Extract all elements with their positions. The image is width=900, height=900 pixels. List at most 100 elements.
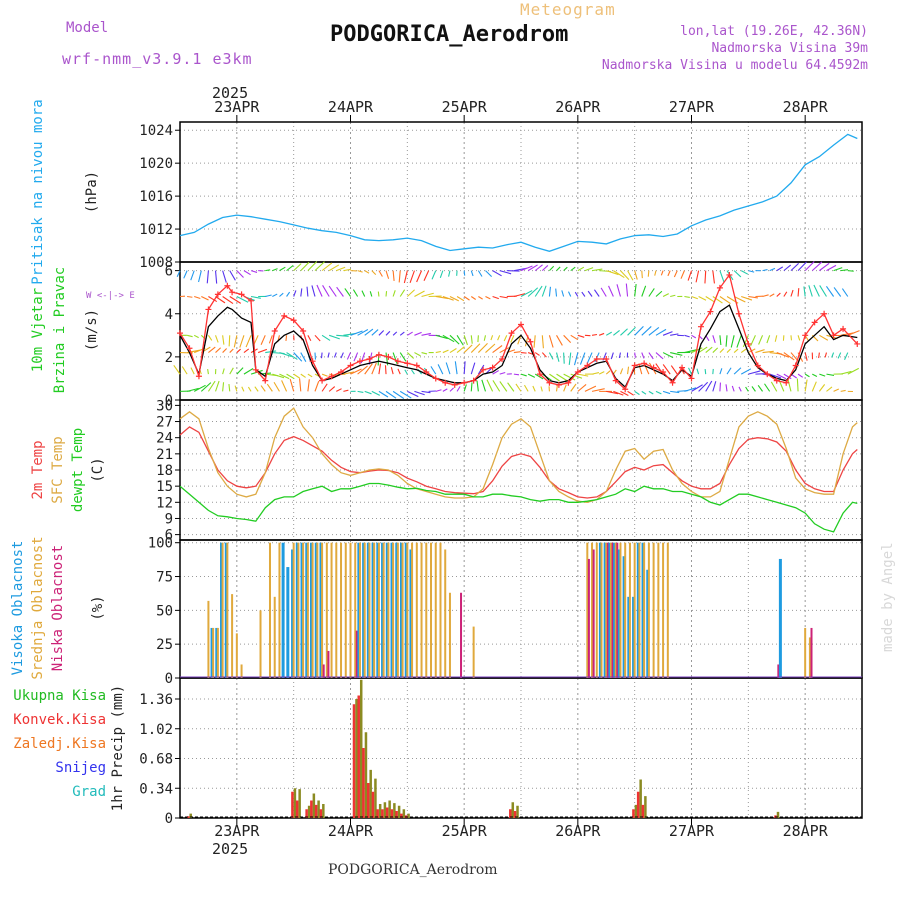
- wind-vector: [321, 262, 333, 272]
- gust-marker: [697, 323, 704, 330]
- wind-vector: [507, 382, 515, 392]
- cloud-bar-2: [810, 627, 813, 678]
- wind-vector: [605, 370, 611, 375]
- wind-vector: [826, 386, 833, 392]
- cloud-bar-1: [444, 549, 447, 678]
- x-date-label-bottom: 23APR: [214, 822, 260, 840]
- wind-vector: [198, 270, 202, 283]
- footer-station: PODGORICA_Aerodrom: [328, 862, 498, 878]
- cloud-bar-0: [646, 569, 650, 678]
- wind-vector: [456, 346, 465, 353]
- wind-vector: [541, 352, 547, 358]
- wind-vector: [762, 350, 774, 354]
- x-date-label-bottom: 24APR: [328, 822, 374, 840]
- cloud-bar-1: [633, 542, 636, 678]
- wind-vector: [796, 378, 799, 392]
- precip-bar-0: [364, 732, 368, 818]
- wind-vector: [421, 292, 434, 298]
- wind-vector: [570, 383, 577, 392]
- wind-vector: [307, 379, 310, 392]
- cloud-bar-0: [281, 542, 285, 678]
- wind-vector: [299, 378, 302, 392]
- wind-vector: [662, 390, 671, 395]
- wind-vector: [190, 367, 195, 375]
- cloud-bar-1: [657, 542, 660, 678]
- cloud-bar-1: [268, 542, 271, 678]
- gust-marker: [565, 379, 572, 386]
- wind-vector: [598, 371, 605, 375]
- wind-vector: [272, 373, 285, 379]
- cloud-bar-0: [641, 542, 645, 678]
- wind-vector: [328, 264, 340, 272]
- gust-marker: [432, 375, 439, 382]
- precip-bar-1: [371, 791, 375, 818]
- wind-vector: [300, 261, 310, 272]
- precip-bar-0: [639, 779, 642, 818]
- wind-vector: [470, 296, 477, 300]
- wind-vector: [215, 335, 219, 343]
- cloud-bar-0: [381, 542, 385, 678]
- wind-vector: [215, 296, 226, 304]
- wind-vector: [641, 285, 647, 297]
- ylabel-temp-0: 2m Temp: [30, 440, 46, 499]
- cloud-bar-1: [212, 627, 215, 678]
- gust-marker: [679, 364, 686, 371]
- wind-vector: [726, 348, 731, 353]
- cloud-bar-1: [595, 542, 598, 678]
- gust-marker: [792, 362, 799, 369]
- y-tick-label: 6: [165, 528, 173, 544]
- wind-vector: [563, 352, 565, 364]
- wind-vector: [477, 342, 488, 353]
- wind-vector: [610, 352, 614, 360]
- wind-vector: [265, 294, 272, 298]
- wind-vector: [776, 352, 790, 358]
- wind-vector: [742, 335, 749, 348]
- wind-vector: [311, 285, 316, 297]
- y-tick-label: 75: [156, 570, 173, 586]
- wind-vector: [414, 290, 425, 297]
- wind-vector: [371, 390, 381, 396]
- wind-vector: [705, 380, 713, 392]
- wind-vector: [741, 295, 753, 301]
- wind-vector: [229, 270, 236, 281]
- wind-vector: [206, 270, 209, 284]
- wind-compass-legend: W <-|-> E: [86, 291, 135, 301]
- y-tick-label: 24: [156, 431, 173, 447]
- wind-vector: [660, 270, 664, 276]
- wind-vector: [499, 295, 508, 299]
- series-line-pritisak: [179, 133, 858, 252]
- wind-vector: [289, 378, 295, 392]
- wind-vector: [247, 386, 252, 392]
- wind-vector: [725, 335, 728, 347]
- wind-vector: [456, 296, 465, 302]
- wind-vector: [549, 373, 560, 382]
- wind-vector: [300, 352, 307, 362]
- model-altitude-label: Nadmorska Visina u modelu 64.4592m: [601, 58, 868, 73]
- precip-bar-1: [400, 813, 403, 818]
- wind-vector: [704, 270, 707, 284]
- wind-vector: [705, 296, 715, 303]
- cloud-bar-1: [448, 592, 451, 678]
- wind-vector: [414, 331, 422, 336]
- wind-vector: [647, 270, 650, 277]
- wind-vector: [691, 384, 703, 392]
- gust-marker: [688, 375, 695, 382]
- wind-vector: [634, 284, 637, 297]
- wind-vector: [527, 264, 538, 272]
- wind-vector: [228, 335, 231, 347]
- wind-vector: [844, 352, 849, 360]
- wind-vector: [286, 373, 295, 380]
- wind-vector: [435, 389, 442, 392]
- wind-vector: [300, 288, 303, 297]
- gust-marker: [186, 345, 193, 352]
- wind-vector: [758, 335, 764, 345]
- wind-vector: [523, 384, 529, 392]
- cloud-bar-0: [319, 542, 323, 678]
- wind-vector: [279, 373, 290, 380]
- wind-vector: [392, 270, 395, 281]
- series-line-2m-temp: [179, 426, 858, 499]
- wind-vector: [254, 386, 259, 392]
- gust-marker: [593, 356, 600, 363]
- wind-vector: [236, 296, 249, 303]
- wind-vector: [797, 288, 800, 297]
